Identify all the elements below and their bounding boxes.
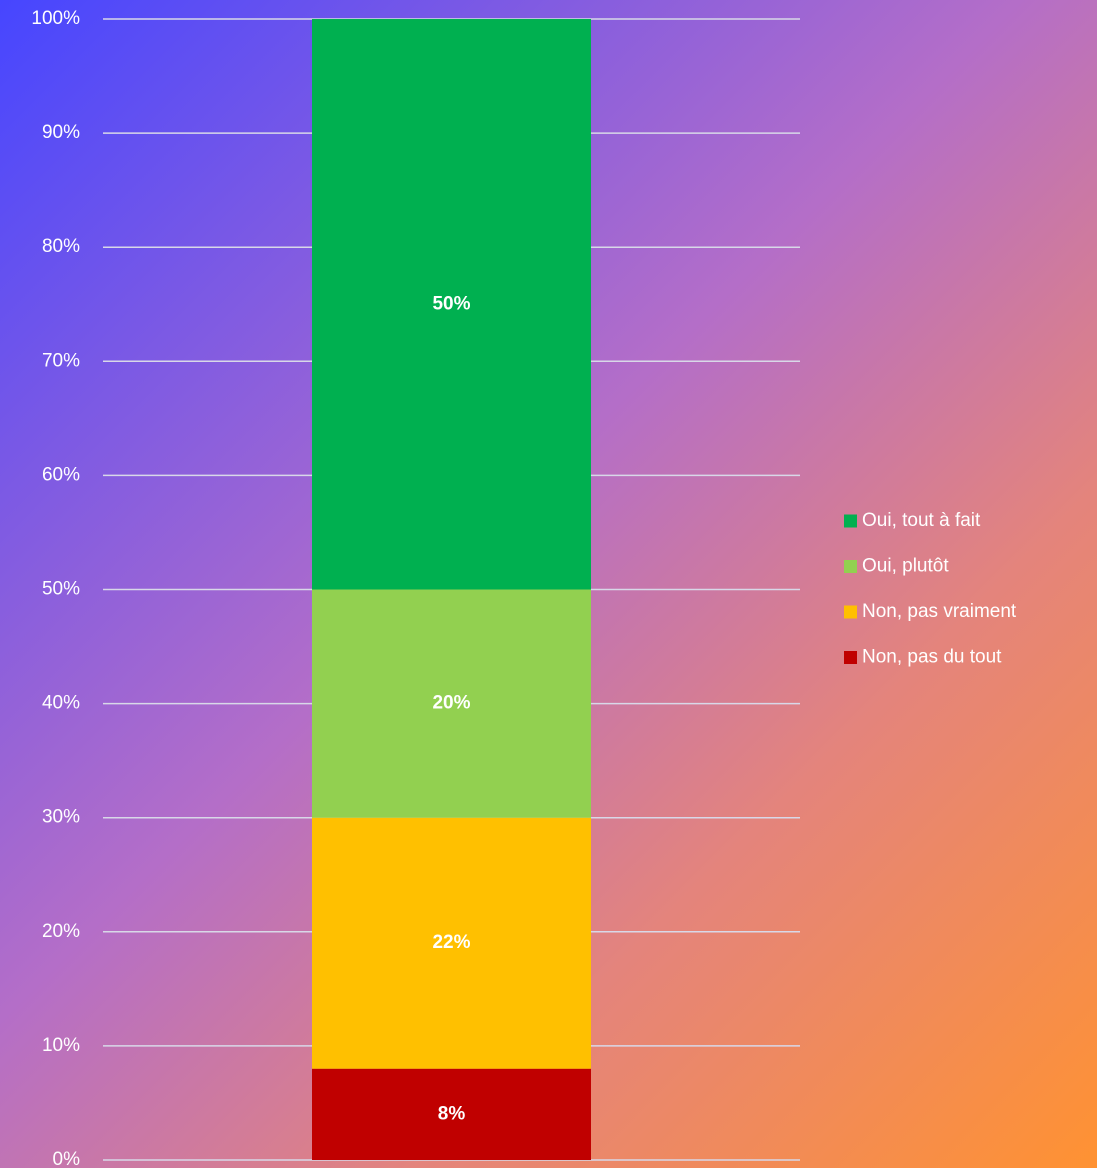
y-tick-label: 10% <box>42 1035 80 1056</box>
value-label: 50% <box>432 293 470 314</box>
legend-label: Oui, tout à fait <box>862 510 981 531</box>
bar-segment <box>312 1068 591 1160</box>
y-tick-label: 90% <box>42 122 80 143</box>
y-tick-label: 50% <box>42 579 80 600</box>
value-label: 22% <box>432 932 470 953</box>
y-tick-label: 40% <box>42 693 80 714</box>
legend-swatch <box>844 605 857 619</box>
bar-segment <box>312 19 591 590</box>
bar-segment <box>312 817 591 1069</box>
y-tick-label: 30% <box>42 807 80 828</box>
y-tick-label: 80% <box>42 236 80 257</box>
legend-swatch <box>844 514 857 528</box>
legend-label: Non, pas vraiment <box>862 601 1017 622</box>
legend-label: Oui, plutôt <box>862 556 949 577</box>
y-tick-label: 100% <box>31 8 80 29</box>
legend-swatch <box>844 560 857 573</box>
bar-segment <box>312 589 591 818</box>
y-tick-label: 70% <box>42 350 80 371</box>
value-label: 20% <box>432 693 470 714</box>
y-tick-label: 60% <box>42 464 80 485</box>
legend-label: Non, pas du tout <box>862 647 1002 668</box>
value-label: 8% <box>438 1103 466 1124</box>
y-tick-label: 20% <box>42 921 80 942</box>
y-tick-label: 0% <box>53 1149 81 1168</box>
legend-swatch <box>844 651 857 664</box>
